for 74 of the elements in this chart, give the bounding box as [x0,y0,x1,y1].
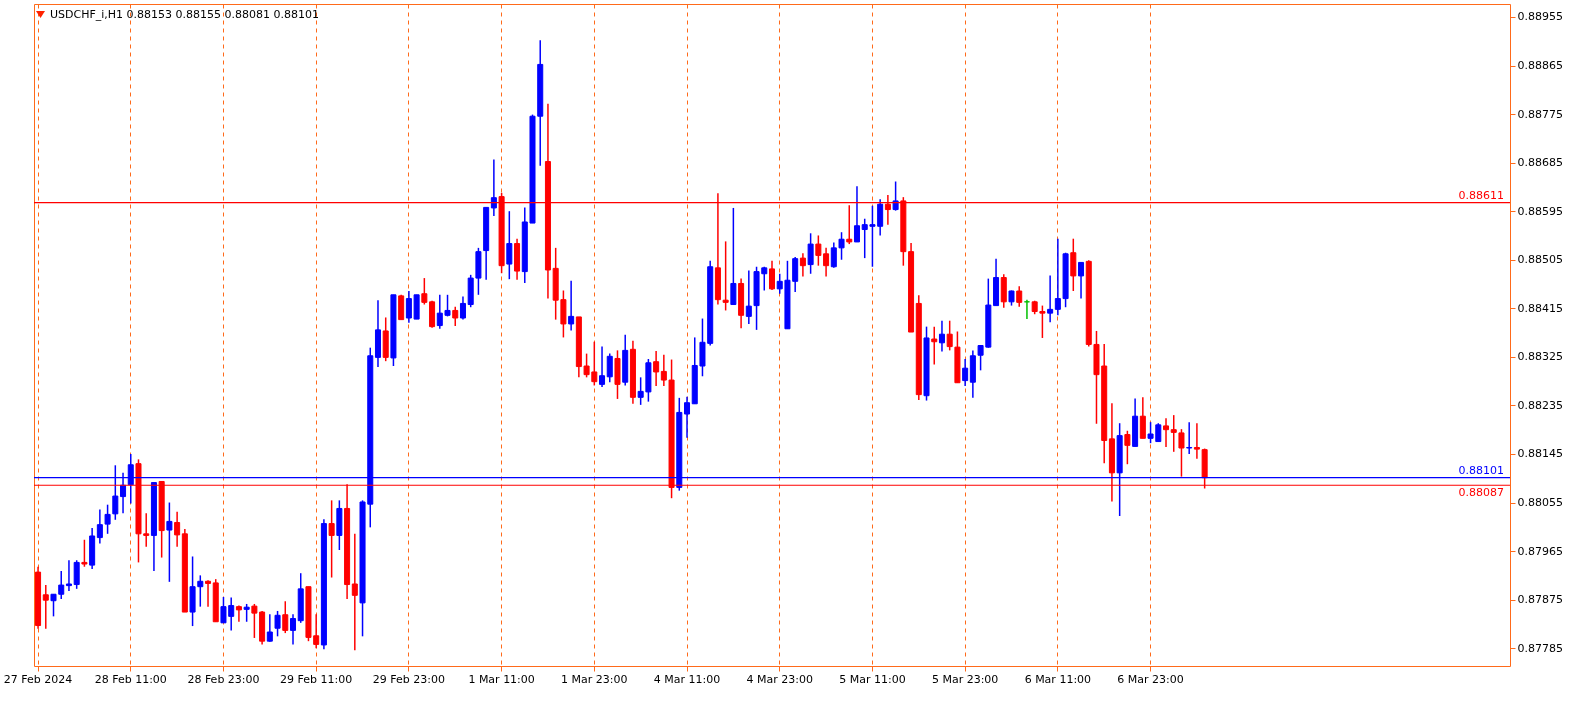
candlestick [490,158,497,217]
y-tick-label: 0.88055 [1517,496,1563,510]
x-tick-label: 27 Feb 2024 [3,672,73,686]
candlestick [266,613,273,643]
y-tick-label: 0.87875 [1517,593,1563,607]
x-tick-label: 28 Feb 23:00 [187,672,260,686]
y-tick-label: 0.88595 [1517,204,1563,218]
x-tick-label: 1 Mar 11:00 [468,672,535,686]
candlestick [351,533,358,652]
x-tick-label: 5 Mar 23:00 [931,672,999,686]
x-tick-label: 6 Mar 11:00 [1024,672,1092,686]
y-tick-label: 0.88235 [1517,398,1563,412]
candlestick [398,294,405,321]
candlestick [1070,237,1077,292]
candlestick [65,559,72,592]
candlestick [174,510,181,548]
x-tick-label: 6 Mar 23:00 [1117,672,1184,686]
y-tick-label: 0.88775 [1517,107,1563,121]
candlestick [846,204,853,245]
candlestick [274,610,281,638]
candlestick [1124,430,1131,465]
candlestick [506,210,513,280]
chart-title: USDCHF_i,H1 0.88153 0.88155 0.88081 0.88101 [50,8,320,21]
candlestick [684,396,691,439]
candlestick [807,232,814,275]
candlestick [768,260,776,291]
y-tick-label: 0.88505 [1517,253,1563,267]
candlestick [892,180,899,212]
candlestick [799,252,806,278]
candlestick [1047,274,1054,324]
candlestick [568,280,575,332]
candlestick [599,345,606,388]
candlestick [73,559,80,590]
candlestick [938,319,945,353]
candlestick [81,539,88,568]
y-tick-label: 0.88685 [1517,156,1563,170]
x-tick-label: 1 Mar 23:00 [561,672,628,686]
y-tick-label: 0.87965 [1517,544,1563,558]
y-tick-label: 0.88415 [1517,301,1563,315]
candlestick [606,352,613,383]
x-tick-label: 29 Feb 23:00 [372,672,445,686]
y-tick-label: 0.88145 [1517,447,1563,461]
candlestick [289,613,297,646]
candlestick [452,305,459,327]
x-tick-label: 4 Mar 11:00 [653,672,721,686]
candlestick [205,579,212,608]
candlestick [328,499,335,579]
candlestick [166,501,173,583]
candlestick [1163,417,1170,448]
x-tick-label: 28 Feb 11:00 [94,672,167,686]
candlestick [1016,285,1023,308]
candlestick [853,185,860,243]
candlestick [1139,396,1146,440]
x-tick-label: 4 Mar 23:00 [746,672,813,686]
candlestick [282,600,289,634]
candlestick [42,584,49,630]
ref-line-label: 0.88611 [1458,188,1504,202]
y-tick-label: 0.88865 [1517,59,1563,73]
ref-line-label: 0.88087 [1458,486,1504,500]
y-tick-label: 0.87785 [1517,641,1563,655]
candlestick [653,350,660,387]
candlestick [962,358,969,387]
candlestick [459,295,466,321]
candlestick [730,207,737,306]
x-tick-label: 29 Feb 11:00 [280,672,353,686]
candlestick [1078,261,1085,300]
candlestick [931,325,938,366]
candlestick [1186,421,1193,455]
y-tick-label: 0.88955 [1517,10,1563,24]
x-tick-label: 5 Mar 11:00 [839,672,906,686]
candlestick [235,604,242,623]
ref-line-label: 0.88101 [1458,463,1504,477]
candlestick [722,240,729,312]
y-tick-label: 0.88325 [1517,350,1563,364]
